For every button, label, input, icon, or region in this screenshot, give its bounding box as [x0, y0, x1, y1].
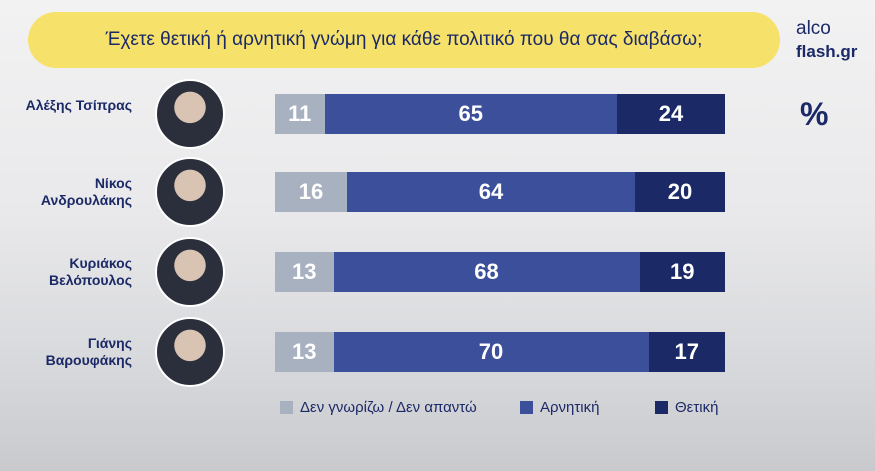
legend-swatch: [280, 401, 293, 414]
bar-segment: 19: [639, 252, 725, 292]
bar-segment: 11: [275, 94, 325, 134]
value-label: 20: [667, 179, 693, 204]
bar-segment: 64: [347, 172, 635, 212]
unit-label: %: [800, 96, 829, 132]
value-label: 19: [670, 259, 695, 284]
bar-segment: 17: [648, 332, 725, 372]
legend-label: Θετική: [675, 399, 719, 416]
legend-label: Δεν γνωρίζω / Δεν απαντώ: [300, 399, 477, 416]
photo: [155, 157, 225, 227]
value-label: 17: [674, 339, 699, 364]
chart-title: Έχετε θετική ή αρνητική γνώμη για κάθε π…: [28, 12, 780, 68]
legend-label: Αρνητική: [540, 399, 600, 416]
bar-segment: 16: [275, 172, 347, 212]
bar-segment: 68: [333, 252, 640, 292]
bar-segment: 13: [275, 252, 334, 292]
bar-segment: 24: [617, 94, 725, 134]
category-label: Αλέξης Τσίπρας: [25, 97, 132, 113]
value-label: 64: [478, 179, 504, 204]
bar-segment: 20: [635, 172, 725, 212]
value-label: 11: [288, 101, 312, 126]
legend-swatch: [655, 401, 668, 414]
bar-segment: 70: [333, 332, 649, 372]
logo-text: flash.gr: [796, 42, 858, 61]
value-label: 16: [298, 179, 324, 204]
logo-text: alco: [796, 18, 831, 39]
legend-swatch: [520, 401, 533, 414]
value-label: 13: [292, 339, 317, 364]
photo: [155, 237, 225, 307]
photo: [155, 317, 225, 387]
category-label: Κυριάκος Βελόπουλος: [48, 255, 132, 288]
photo: [155, 79, 225, 149]
value-label: 68: [474, 259, 499, 284]
category-label: Γιάνης Βαρουφάκης: [45, 335, 132, 368]
value-label: 24: [658, 101, 684, 126]
value-label: 65: [458, 101, 483, 126]
bar-segment: 13: [275, 332, 334, 372]
value-label: 13: [292, 259, 317, 284]
bar-segment: 65: [324, 94, 617, 134]
value-label: 70: [478, 339, 504, 364]
category-label: Νίκος Ανδρουλάκης: [40, 175, 132, 208]
